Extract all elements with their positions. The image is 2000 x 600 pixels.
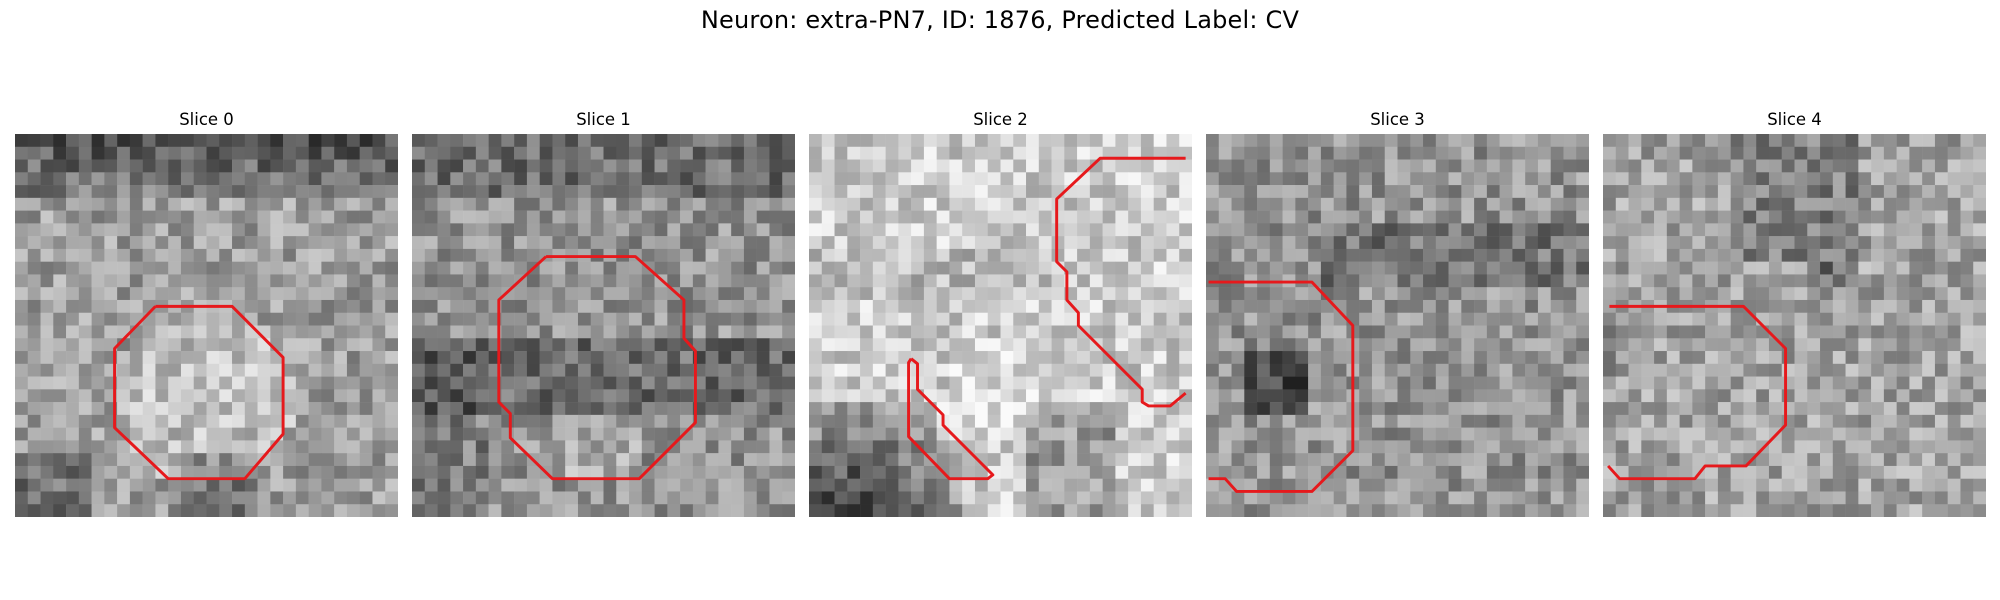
roi-contour [113,304,285,481]
roi-contour [1607,304,1788,481]
slice-image [809,134,1192,517]
roi-contour [1208,280,1355,493]
slice-title: Slice 2 [973,110,1028,129]
figure-title: Neuron: extra-PN7, ID: 1876, Predicted L… [700,6,1300,34]
slice-image [15,134,398,517]
roi-contour [497,255,697,481]
roi-contour [907,357,995,481]
slice-image [1206,134,1589,517]
slice-image [412,134,795,517]
slice-title: Slice 0 [179,110,234,129]
slice-title: Slice 4 [1767,110,1822,129]
slice-title: Slice 3 [1370,110,1425,129]
slice-title: Slice 1 [576,110,631,129]
roi-contour [1055,156,1187,408]
slice-image [1603,134,1986,517]
